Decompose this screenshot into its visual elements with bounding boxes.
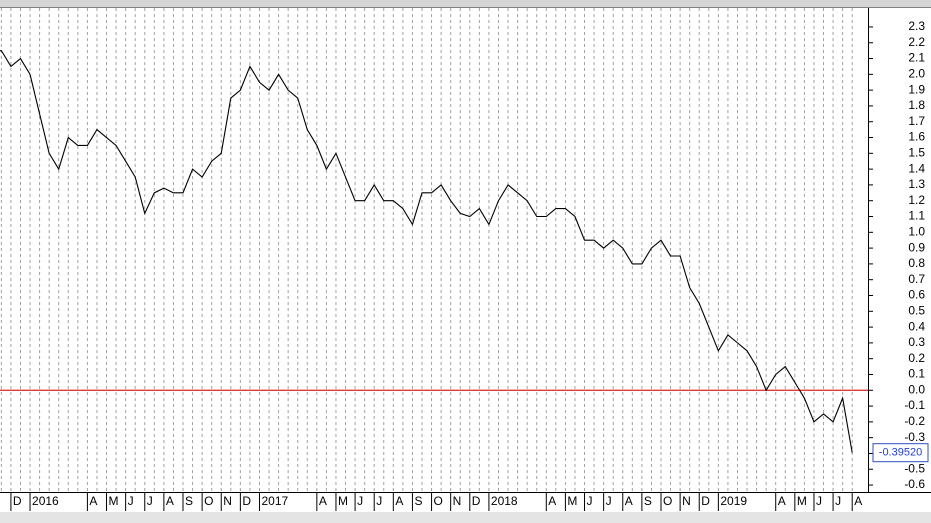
last-value-label: -0.39520 <box>879 447 922 459</box>
x-tick-label: M <box>797 494 807 508</box>
x-tick-label: S <box>644 494 652 508</box>
x-tick-label: O <box>204 494 213 508</box>
x-tick-label: 2018 <box>491 494 518 508</box>
x-tick-label: A <box>319 494 327 508</box>
y-tick-label: 1.5 <box>908 145 925 159</box>
x-tick-label: A <box>778 494 786 508</box>
y-tick-label: 1.7 <box>908 114 925 128</box>
x-tick-label: D <box>701 494 710 508</box>
last-value-box <box>872 443 929 463</box>
y-tick-label: 2.1 <box>908 51 925 65</box>
x-tick-label: J <box>835 494 841 508</box>
x-tick-label: M <box>567 494 577 508</box>
y-tick-label: 1.1 <box>908 209 925 223</box>
x-tick-label: J <box>587 494 593 508</box>
x-tick-label: A <box>854 494 862 508</box>
x-tick-label: J <box>128 494 134 508</box>
x-tick-label: N <box>682 494 691 508</box>
y-tick-label: 0.3 <box>908 335 925 349</box>
x-tick-label: A <box>166 494 174 508</box>
x-tick-label: J <box>606 494 612 508</box>
x-tick-label: A <box>395 494 403 508</box>
data-line <box>0 50 853 453</box>
x-tick-label: J <box>147 494 153 508</box>
top-bar <box>0 0 931 7</box>
marks <box>0 50 868 453</box>
x-tick-label: A <box>625 494 633 508</box>
y-tick-label: -0.6 <box>904 477 925 491</box>
y-tick-label: 2.0 <box>908 67 925 81</box>
x-tick-label: A <box>548 494 556 508</box>
x-tick-label: D <box>13 494 22 508</box>
y-tick-label: 0.1 <box>908 367 925 381</box>
x-tick-label: J <box>357 494 363 508</box>
x-tick-label: A <box>89 494 97 508</box>
x-tick-label: 2016 <box>32 494 59 508</box>
y-tick-label: 0.5 <box>908 303 925 317</box>
y-tick-label: 1.2 <box>908 193 925 207</box>
x-tick-label: M <box>338 494 348 508</box>
y-tick-label: 1.3 <box>908 177 925 191</box>
y-tick-label: 1.8 <box>908 98 925 112</box>
y-tick-label: 2.3 <box>908 19 925 33</box>
y-tick-label: 0.6 <box>908 288 925 302</box>
y-tick-label: 1.0 <box>908 224 925 238</box>
y-tick-label: 0.8 <box>908 256 925 270</box>
x-tick-label: S <box>414 494 422 508</box>
y-tick-label: 0.2 <box>908 351 925 365</box>
y-tick-label: -0.2 <box>904 414 925 428</box>
x-tick-label: D <box>242 494 251 508</box>
x-tick-label: N <box>223 494 232 508</box>
y-tick-label: 0.9 <box>908 240 925 254</box>
x-tick-label: J <box>816 494 822 508</box>
x-tick-label: N <box>453 494 462 508</box>
y-tick-label: 1.9 <box>908 82 925 96</box>
y-tick-label: 1.6 <box>908 130 925 144</box>
y-tick-label: -0.1 <box>904 398 925 412</box>
x-tick-label: M <box>109 494 119 508</box>
labels: D 2016 A M J J A S O N D 2017 A M J J A S O N D 2018 A M J J A S O N D… <box>13 19 929 508</box>
grid <box>0 8 873 511</box>
x-tick-label: O <box>434 494 443 508</box>
x-tick-label: S <box>185 494 193 508</box>
y-tick-label: 0.7 <box>908 272 925 286</box>
bottom-toolbar <box>0 512 931 523</box>
y-tick-label: 2.2 <box>908 35 925 49</box>
y-tick-label: -0.5 <box>904 461 925 475</box>
y-tick-label: 0.4 <box>908 319 925 333</box>
x-tick-label: J <box>376 494 382 508</box>
y-tick-label: 0.0 <box>908 382 925 396</box>
x-tick-label: 2017 <box>261 494 288 508</box>
x-tick-label: D <box>472 494 481 508</box>
x-tick-label: 2019 <box>720 494 747 508</box>
x-tick-label: O <box>663 494 672 508</box>
y-tick-label: 1.4 <box>908 161 925 175</box>
y-tick-label: -0.3 <box>904 430 925 444</box>
